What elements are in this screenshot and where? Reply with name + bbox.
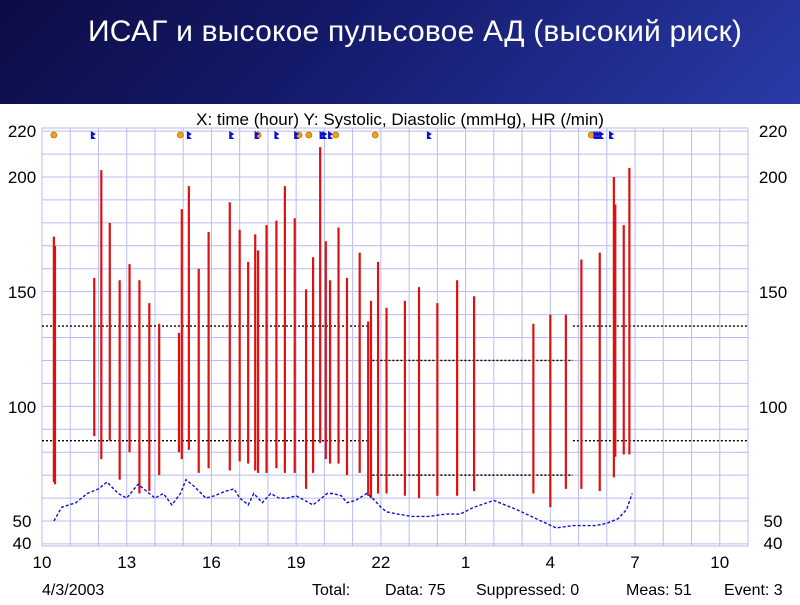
y-tick-label-right: 220 [759,122,787,141]
event-marker-icon [332,131,340,139]
flag-marker-icon [90,131,96,139]
y-tick-label-left: 220 [8,122,36,141]
event-marker-icon [371,131,379,139]
slide-title: ИСАГ и высокое пульсовое АД (высокий рис… [88,15,743,48]
event-marker-icon [305,131,313,139]
flag-marker-icon [609,131,615,139]
flag-marker-icon [322,131,328,139]
bp-bars [52,147,631,508]
x-tick-label: 10 [33,553,52,572]
flag-marker-icon [599,131,605,139]
x-tick-label: 10 [710,553,729,572]
x-tick-label: 13 [117,553,136,572]
x-tick-label: 22 [371,553,390,572]
flag-marker-icon [593,131,599,139]
y-tick-label-right: 50 [764,512,783,531]
plot-frame [41,127,749,547]
heart-rate-line [53,478,633,529]
flag-marker-icon [596,131,602,139]
event-marker-icon [176,131,184,139]
footer-total-label: Total: [312,582,350,599]
event-markers [50,131,615,139]
x-tick-label: 16 [202,553,221,572]
chart-panel: 10 13 16 19 22 1 4 7 10 40 40 50 50 100 100 150 150 200 20… [0,104,800,600]
footer-data: Data: 75 [385,582,446,599]
y-tick-label-left: 50 [13,512,32,531]
y-tick-label-right: 150 [759,283,787,302]
hr-series-line [53,478,633,529]
flag-marker-icon [254,131,260,139]
y-tick-label-left: 100 [8,398,36,417]
y-tick-label-left: 150 [8,283,36,302]
footer-event: Event: 3 [724,582,783,599]
grid [41,127,749,547]
chart-title: X: time (hour) Y: Systolic, Diastolic (m… [196,110,604,129]
flag-marker-icon [328,131,334,139]
title-band: ИСАГ и высокое пульсовое АД (высокий рис… [0,0,800,104]
footer-date: 4/3/2003 [42,582,104,599]
event-marker-icon [50,131,58,139]
y-tick-label-right: 100 [759,398,787,417]
y-tick-label-right: 200 [759,168,787,187]
flag-marker-icon [274,131,280,139]
flag-marker-icon [229,131,235,139]
x-tick-label: 7 [630,553,639,572]
y-tick-label-left: 40 [13,534,32,553]
flag-marker-icon [294,131,300,139]
x-tick-label: 19 [287,553,306,572]
footer-meas: Meas: 51 [626,582,692,599]
y-tick-label-right: 40 [764,534,783,553]
x-tick-label: 4 [546,553,555,572]
y-tick-label-left: 200 [8,168,36,187]
flag-marker-icon [186,131,192,139]
flag-marker-icon [426,131,432,139]
x-tick-label: 1 [461,553,470,572]
flag-marker-icon [319,131,325,139]
footer-suppressed: Suppressed: 0 [476,582,579,599]
event-marker-icon [587,131,595,139]
